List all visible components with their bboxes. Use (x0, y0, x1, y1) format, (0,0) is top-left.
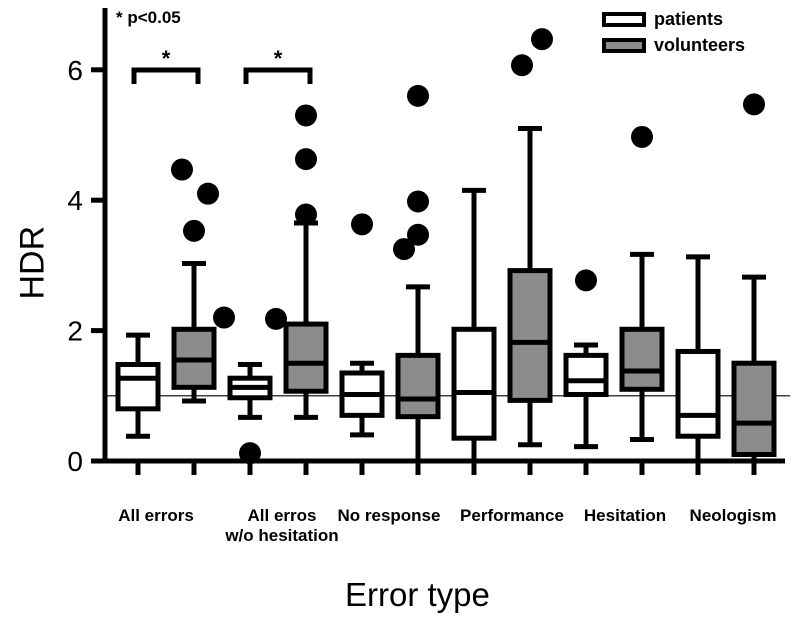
legend-label-volunteers: volunteers (654, 34, 746, 55)
outlier-volunteers (511, 54, 533, 77)
outlier-patients (265, 307, 287, 330)
legend-swatch-patients (602, 11, 646, 27)
box-volunteers (619, 326, 665, 392)
outlier-volunteers (183, 219, 205, 242)
box-volunteers (507, 268, 553, 403)
x-category-label-line2: w/o hesitation (225, 526, 339, 545)
x-category-label: Performance (437, 506, 587, 526)
box-patients (563, 352, 609, 397)
y-tick-label: 2 (67, 316, 83, 347)
significance-bracket (131, 67, 201, 84)
box-patients (451, 326, 497, 441)
x-axis-title: Error type (345, 576, 490, 613)
box-volunteers (395, 352, 441, 420)
outlier-patients (239, 442, 261, 465)
x-category-label-line1: Neologism (689, 506, 777, 525)
x-category-label-line1: No response (337, 506, 441, 525)
x-category-label-line1: All errors (118, 506, 194, 525)
x-category-label: No response (314, 506, 464, 526)
outlier-patients (213, 306, 235, 329)
significance-asterisk: * (162, 46, 171, 71)
y-tick-label: 0 (67, 446, 83, 477)
y-axis-title: HDR (13, 225, 52, 300)
y-tick-label: 6 (67, 55, 83, 86)
y-tick-label: 4 (67, 185, 83, 216)
significance-asterisk: * (274, 46, 283, 71)
outlier-volunteers (295, 203, 317, 226)
outlier-volunteers (295, 148, 317, 171)
outlier-volunteers (631, 125, 653, 148)
significance-bracket (243, 67, 313, 84)
x-category-label: Neologism (658, 506, 796, 526)
outlier-volunteers (295, 104, 317, 127)
legend-label-patients: patients (654, 8, 724, 29)
significance-note: * p<0.05 (116, 8, 181, 27)
box-patients (115, 362, 161, 412)
outlier-volunteers (743, 93, 765, 116)
x-category-label: Hesitation (550, 506, 700, 526)
box-volunteers (731, 360, 777, 457)
x-category-label-line1: All erros (247, 506, 317, 525)
outlier-patients (351, 213, 373, 236)
outlier-volunteers (407, 190, 429, 213)
outlier-patients (575, 269, 597, 292)
box-patients (675, 348, 721, 439)
box-volunteers (283, 321, 329, 394)
x-category-label: All erros w/o hesitation (207, 506, 357, 546)
legend-item-volunteers: volunteers (602, 32, 745, 58)
outlier-volunteers (531, 28, 553, 51)
x-category-label-line1: Performance (460, 506, 564, 525)
outlier-volunteers (197, 182, 219, 205)
x-category-label-line1: Hesitation (583, 506, 667, 525)
legend-item-patients: patients (602, 6, 745, 32)
legend-swatch-volunteers (602, 37, 646, 53)
outlier-volunteers (393, 238, 415, 261)
outlier-volunteers (407, 84, 429, 107)
legend: patients volunteers (602, 6, 745, 58)
outlier-volunteers (171, 158, 193, 181)
outlier-volunteers (407, 223, 429, 246)
x-category-label: All errors (81, 506, 231, 526)
